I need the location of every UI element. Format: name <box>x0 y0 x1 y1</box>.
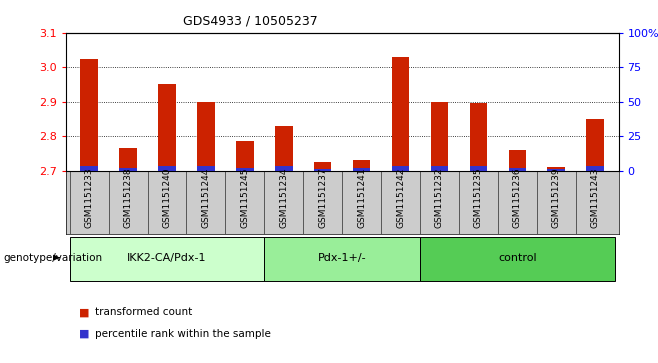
Bar <box>119 148 137 171</box>
Text: genotype/variation: genotype/variation <box>3 253 103 263</box>
Text: ■: ■ <box>79 307 89 317</box>
Bar <box>392 57 409 171</box>
Bar <box>197 102 215 171</box>
Bar <box>265 237 420 281</box>
Text: Pdx-1+/-: Pdx-1+/- <box>318 253 367 263</box>
Bar <box>158 85 176 171</box>
Text: transformed count: transformed count <box>95 307 193 317</box>
Bar <box>236 168 253 171</box>
Bar <box>353 168 370 171</box>
Bar <box>119 168 137 171</box>
Bar <box>586 167 604 171</box>
Text: IKK2-CA/Pdx-1: IKK2-CA/Pdx-1 <box>127 253 207 263</box>
Bar <box>158 167 176 171</box>
Bar <box>392 167 409 171</box>
Bar <box>431 102 448 171</box>
Text: ■: ■ <box>79 329 89 339</box>
Bar <box>314 162 332 171</box>
Bar <box>431 167 448 171</box>
Bar <box>470 167 487 171</box>
Bar <box>275 126 293 171</box>
Bar <box>275 167 293 171</box>
Bar <box>470 103 487 171</box>
Text: GDS4933 / 10505237: GDS4933 / 10505237 <box>183 15 317 28</box>
Bar <box>197 167 215 171</box>
Bar <box>547 167 565 171</box>
Bar <box>70 237 265 281</box>
Bar <box>314 169 332 171</box>
Bar <box>547 169 565 171</box>
Bar <box>586 119 604 171</box>
Bar <box>80 58 98 171</box>
Bar <box>509 150 526 171</box>
Bar <box>80 167 98 171</box>
Bar <box>420 237 615 281</box>
Text: percentile rank within the sample: percentile rank within the sample <box>95 329 271 339</box>
Bar <box>236 141 253 171</box>
Bar <box>509 168 526 171</box>
Bar <box>353 160 370 171</box>
Text: control: control <box>498 253 537 263</box>
